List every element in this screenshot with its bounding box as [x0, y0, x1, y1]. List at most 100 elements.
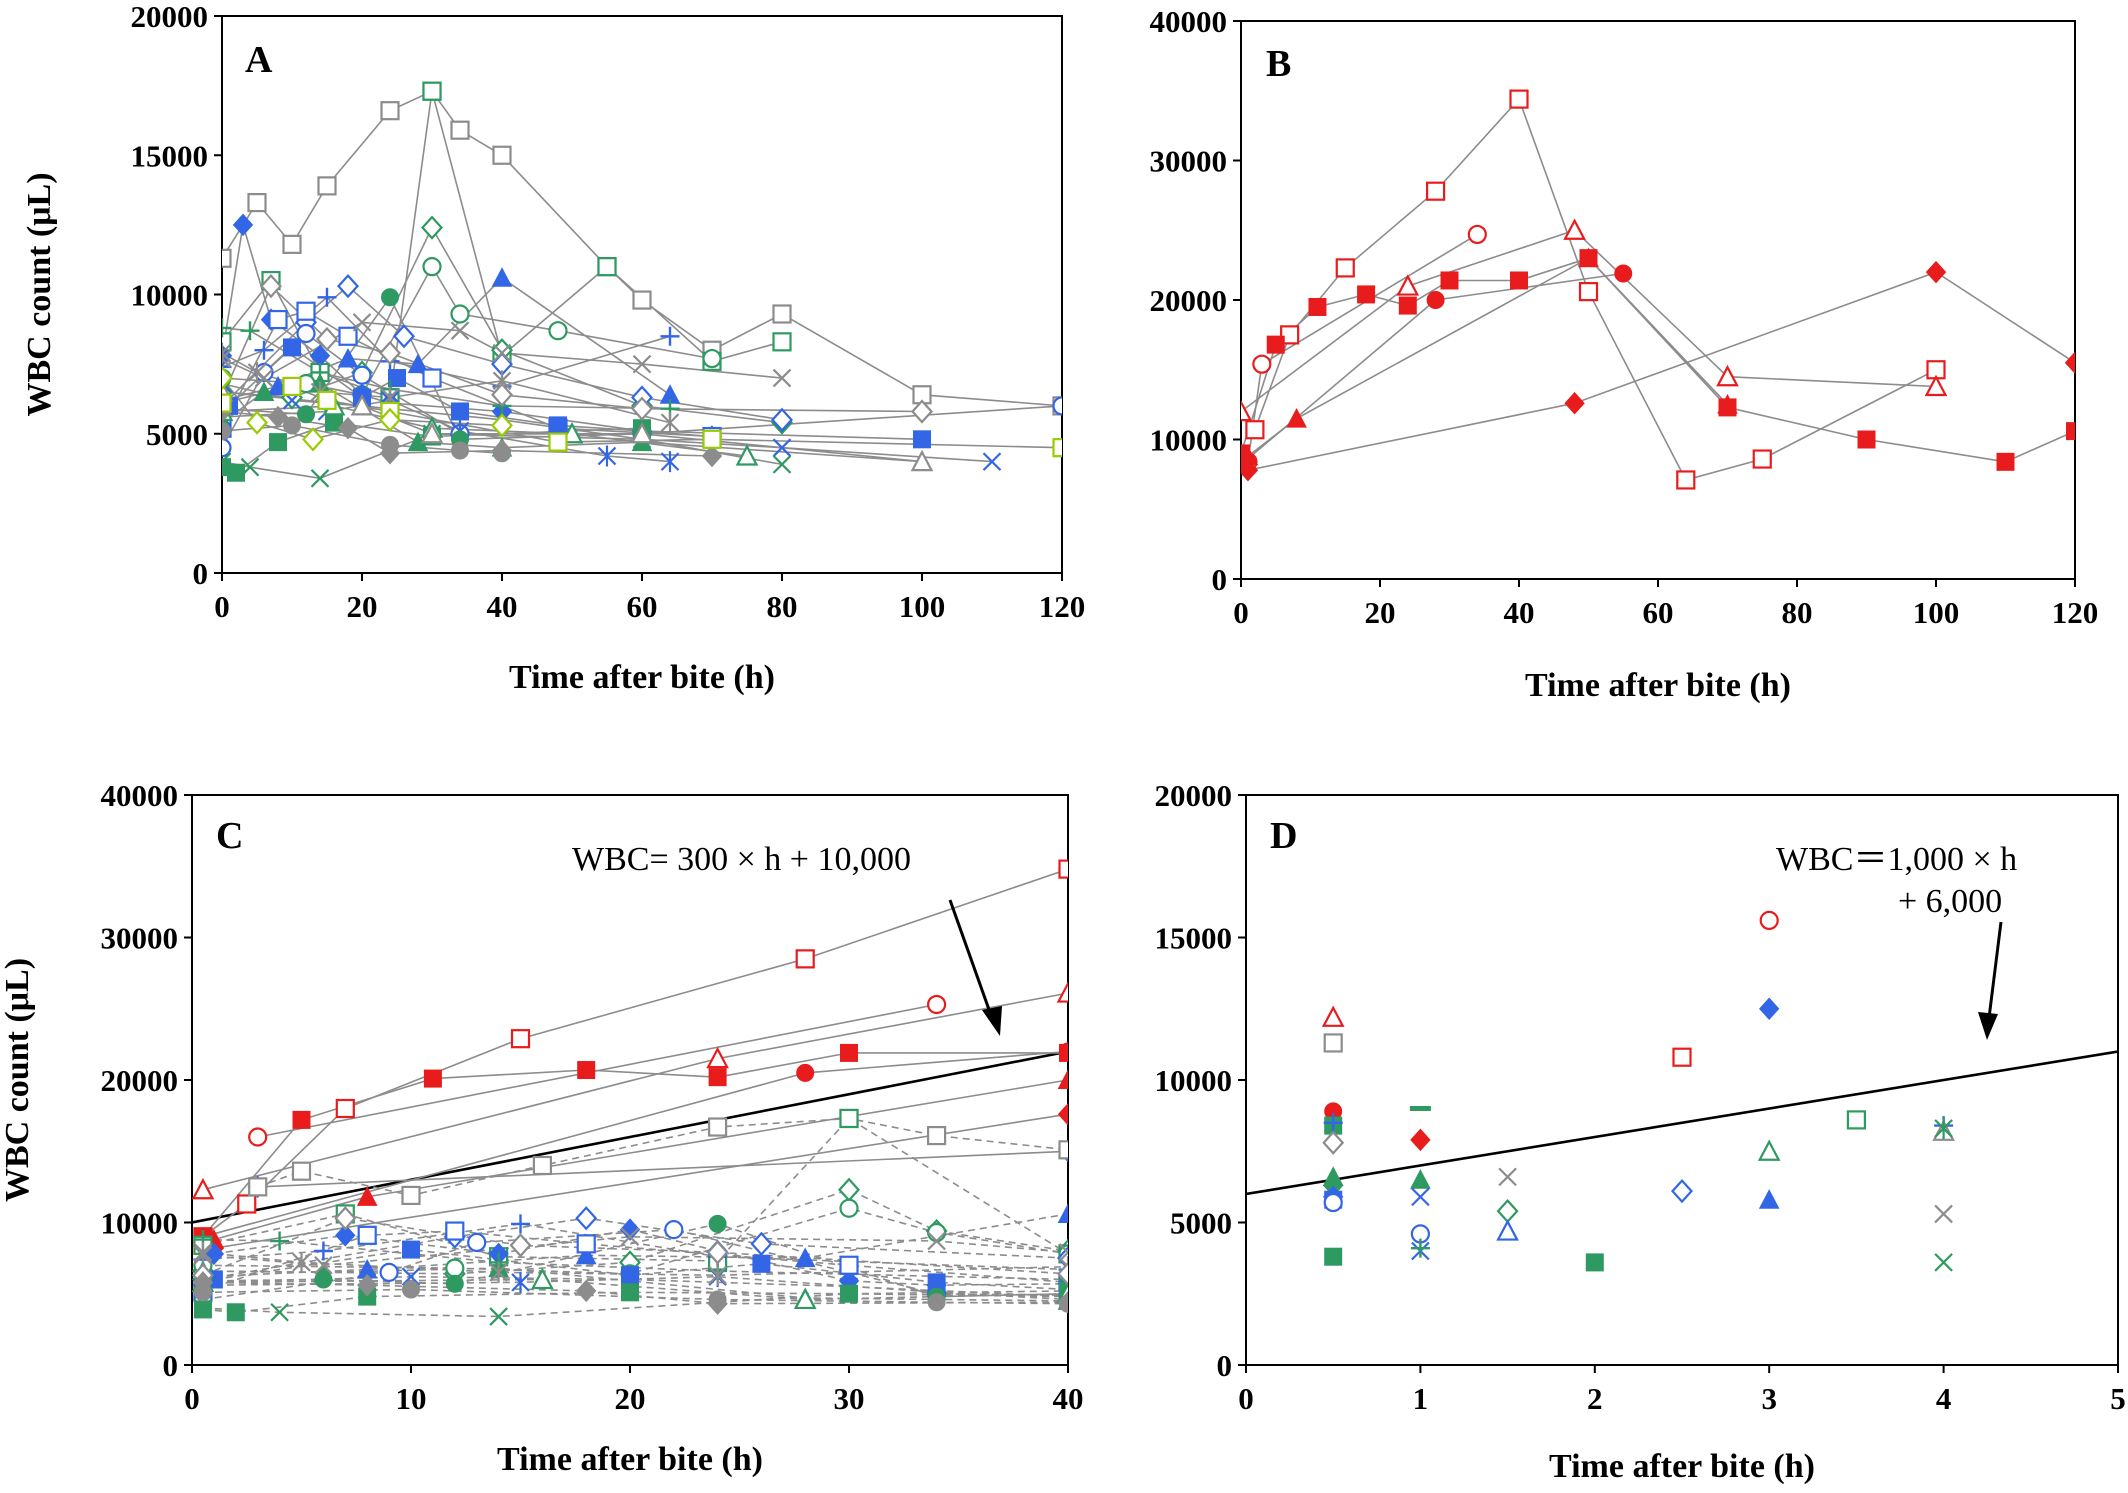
data-point-d-13-0: [1410, 1128, 1431, 1152]
data-point-c-24-1: [270, 1231, 290, 1251]
y-tick-label: 20000: [101, 1063, 179, 1098]
data-point-c-23-3: [621, 1283, 639, 1302]
panel-letter: B: [1266, 43, 1291, 85]
data-point-d-18-0: [1410, 1238, 1430, 1258]
data-point-c-13-4: [1057, 1203, 1068, 1223]
data-point-d-29-0: [1846, 1110, 1867, 1130]
annotation-arrow-shaft: [948, 899, 994, 1019]
series-line-c-7: [257, 1150, 1068, 1188]
data-point-c-5-1: [356, 1186, 378, 1206]
equation-annotation: WBC= 300 × h + 10,000: [572, 841, 911, 878]
data-point-c-14-1: [313, 1241, 333, 1261]
x-tick-label: 0: [214, 589, 230, 624]
plot-area-c: [192, 859, 1068, 1326]
x-tick-label: 40: [487, 589, 518, 624]
x-tick-label: 40: [1053, 1381, 1084, 1416]
data-point-c-26-1: [531, 1267, 554, 1290]
data-point-a-1-4: [422, 81, 442, 101]
data-point-a-3-4: [450, 304, 470, 324]
data-point-c-31-1: [402, 1280, 420, 1299]
data-point-c-1-0: [248, 1127, 268, 1147]
data-point-c-27-2: [620, 1227, 640, 1247]
data-point-c-1-1: [926, 994, 947, 1015]
data-point-c-3-2: [423, 1069, 442, 1088]
y-tick-label: 10000: [131, 278, 209, 313]
plot-area-b: [1241, 89, 2075, 490]
x-tick-label: 20: [1365, 595, 1396, 630]
data-point-c-17-2: [467, 1232, 487, 1253]
data-point-a-3-6: [702, 348, 722, 369]
data-point-d-34-0: [1934, 1253, 1953, 1272]
x-tick-label: 100: [899, 589, 946, 624]
data-point-a-7-6: [771, 407, 793, 432]
data-point-a-17-0: [222, 452, 232, 471]
data-point-a-21-6: [911, 399, 933, 424]
panel-letter: C: [216, 815, 243, 857]
data-point-c-8-7: [1058, 1140, 1068, 1160]
data-point-a-15-1: [227, 463, 245, 482]
data-point-b-6-2: [1925, 260, 1947, 284]
panel-letter: D: [1270, 815, 1297, 857]
data-point-b-0-0: [1245, 420, 1265, 440]
data-point-c-27-1: [314, 1255, 333, 1275]
data-point-b-5-0: [1241, 444, 1250, 463]
data-point-a-23-2: [381, 435, 399, 454]
data-point-c-8-6: [926, 1125, 947, 1146]
y-tick-label: 5000: [1170, 1206, 1232, 1241]
data-point-c-29-2: [509, 1233, 532, 1258]
data-point-d-32-0: [1934, 1117, 1953, 1139]
data-point-c-18-1: [402, 1240, 420, 1259]
data-point-c-4-1: [796, 1063, 815, 1082]
x-tick-label: 80: [767, 589, 798, 624]
data-point-a-26-1: [246, 410, 268, 435]
data-point-a-25-1: [282, 376, 302, 397]
data-point-a-19-6: [772, 368, 792, 388]
data-point-a-1-6: [597, 257, 617, 277]
series-line-b-6: [1247, 271, 2075, 471]
data-point-c-28-3: [708, 1264, 727, 1286]
data-point-d-24-0: [1671, 1179, 1693, 1204]
data-point-a-22-1: [267, 405, 289, 429]
x-tick-label: 10: [396, 1381, 427, 1416]
data-point-a-0-7: [492, 145, 512, 165]
data-point-c-5-2: [1057, 1069, 1068, 1089]
y-tick-label: 0: [163, 1348, 179, 1383]
data-point-c-30-1: [357, 1273, 378, 1297]
x-tick-label: 5: [2110, 1381, 2126, 1416]
data-point-a-0-6: [450, 120, 470, 140]
data-point-d-12-0: [1409, 1106, 1431, 1111]
data-point-a-4-1: [232, 213, 254, 237]
data-point-a-0-4: [380, 101, 400, 121]
x-tick-label: 40: [1504, 595, 1535, 630]
series-line-c-8: [257, 1117, 1068, 1197]
data-point-c-21-2: [445, 1274, 464, 1293]
data-point-b-2-1: [1396, 274, 1420, 296]
annotation-arrow-shaft: [1987, 921, 2003, 1019]
y-tick-label: 30000: [101, 921, 179, 956]
panel-a: 0 5000 10000 15000 20000 0 20 40 60 80 100 120 Time …: [21, 0, 1085, 696]
data-point-c-31-3: [927, 1293, 946, 1312]
data-point-a-6-5: [660, 326, 680, 346]
data-point-c-15-3: [750, 1231, 773, 1257]
series-line-c-9: [202, 1117, 1068, 1262]
data-point-c-28-0: [193, 1241, 213, 1263]
data-point-b-0-2: [1335, 258, 1355, 278]
data-point-b-5-1: [1266, 335, 1285, 354]
data-point-c-23-1: [226, 1303, 245, 1322]
data-point-d-11-0: [1324, 1247, 1343, 1266]
x-axis-label: Time after bite (h): [1549, 1448, 1815, 1485]
data-point-a-10-4: [451, 402, 469, 421]
data-point-b-5-7: [1579, 249, 1598, 268]
data-point-a-0-11: [772, 304, 792, 324]
data-point-a-13-2: [381, 288, 399, 307]
data-point-b-2-2: [1563, 218, 1586, 240]
data-point-b-6-3: [2064, 351, 2075, 375]
data-point-c-16-2: [445, 1221, 465, 1241]
data-point-c-18-3: [752, 1254, 771, 1273]
data-point-c-14-2: [511, 1214, 530, 1234]
data-point-c-11-3: [839, 1198, 859, 1218]
y-tick-label: 10000: [101, 1206, 179, 1241]
data-point-c-17-3: [664, 1220, 684, 1240]
data-point-b-5-6: [1510, 271, 1528, 290]
y-tick-label: 0: [193, 556, 209, 591]
